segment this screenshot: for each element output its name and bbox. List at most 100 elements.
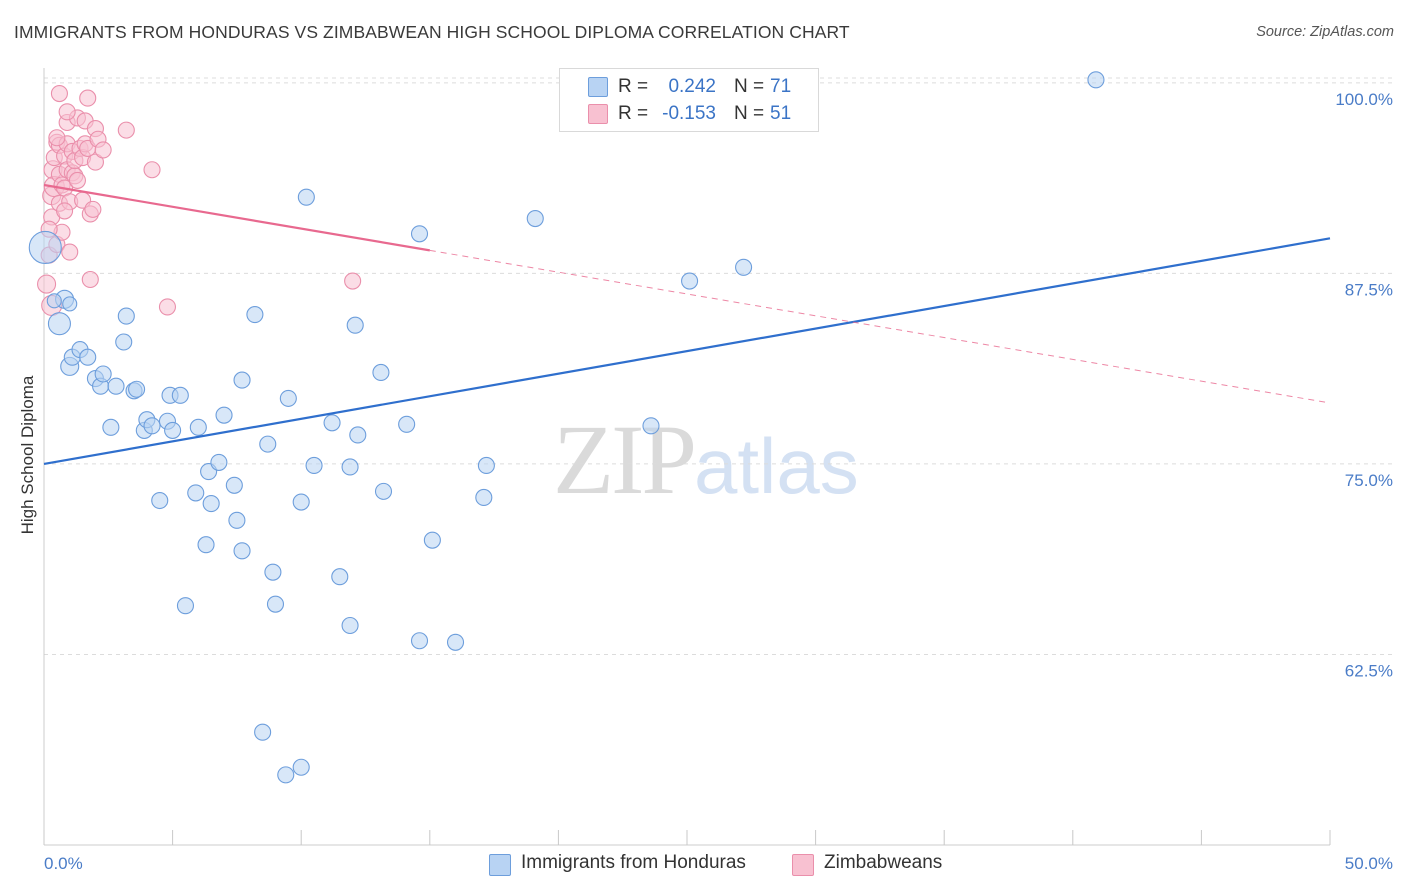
pink-swatch [588, 104, 608, 124]
honduras-point [254, 723, 272, 741]
zimbabwean-point [143, 161, 161, 179]
zimbabwean-point [158, 298, 177, 316]
honduras-point [171, 386, 189, 404]
y-tick-label: 62.5% [1345, 661, 1393, 680]
honduras-point [423, 531, 441, 549]
honduras-points [28, 69, 1105, 784]
honduras-point [446, 633, 465, 651]
legend-label: Zimbabweans [824, 852, 943, 873]
r-label: R = [618, 103, 649, 124]
trend-lines [43, 183, 1331, 466]
honduras-point [128, 380, 146, 398]
honduras-point [259, 435, 277, 453]
watermark-atlas: atlas [694, 422, 859, 510]
zimbabwean-point [117, 121, 135, 139]
honduras-point [526, 209, 544, 228]
blue-trend-line [43, 237, 1331, 466]
honduras-point [341, 616, 359, 635]
y-tick-label: 100.0% [1335, 90, 1393, 109]
honduras-point [341, 458, 359, 476]
honduras-point [47, 312, 71, 336]
honduras-point [475, 488, 493, 507]
watermark: ZIPatlas [553, 402, 859, 517]
honduras-point [735, 258, 753, 276]
grid-lines [44, 77, 1392, 655]
zimbabwean-point [68, 171, 86, 189]
honduras-point [143, 417, 161, 435]
honduras-point [233, 542, 251, 560]
zimbabwean-point [81, 270, 99, 289]
y-tick-label: 87.5% [1345, 280, 1393, 299]
honduras-point [202, 495, 220, 513]
honduras-point [264, 563, 282, 581]
pink-trend-line-dashed [429, 249, 1331, 404]
zimbabwean-point [48, 129, 66, 147]
honduras-point [28, 230, 62, 265]
honduras-point [228, 511, 246, 529]
n-value: 51 [770, 103, 792, 124]
honduras-point [164, 421, 182, 439]
honduras-point [107, 377, 125, 395]
honduras-point [410, 225, 429, 243]
r-label: R = [618, 76, 649, 97]
honduras-point [372, 363, 390, 382]
honduras-point [266, 595, 285, 613]
zimbabwean-point [61, 243, 79, 261]
chart-title: IMMIGRANTS FROM HONDURAS VS ZIMBABWEAN H… [14, 22, 850, 42]
honduras-point [246, 306, 264, 324]
zimbabwean-point [37, 274, 57, 294]
n-label: N = [734, 103, 765, 124]
zimbabwean-point [56, 202, 74, 220]
n-value: 71 [770, 76, 792, 97]
axes [43, 68, 1331, 846]
honduras-point [323, 414, 341, 432]
honduras-point [187, 484, 205, 502]
legend-row-honduras: R = 0.242 N = 71 [560, 74, 818, 101]
honduras-point [176, 597, 195, 615]
honduras-point [94, 365, 112, 383]
honduras-point [62, 296, 78, 312]
honduras-point [305, 456, 323, 475]
series-legend: Immigrants from Honduras Zimbabweans [0, 851, 1406, 879]
r-value: 0.242 [668, 76, 716, 97]
honduras-point [115, 333, 133, 351]
honduras-point [117, 307, 135, 325]
honduras-point [477, 456, 495, 475]
zimbabwean-point [50, 84, 68, 103]
n-label: N = [734, 76, 765, 97]
legend-row-zimbabweans: R = -0.153 N = 51 [560, 101, 818, 128]
honduras-point [331, 568, 349, 586]
honduras-point [292, 758, 310, 776]
zimbabwean-point [84, 200, 102, 218]
x-tick-label: 0.0% [44, 854, 83, 873]
honduras-point [642, 417, 660, 435]
source-label: Source: ZipAtlas.com [1256, 24, 1394, 40]
honduras-point [102, 418, 120, 436]
r-value: -0.153 [662, 103, 716, 124]
honduras-point [210, 453, 228, 471]
honduras-point [681, 272, 699, 290]
honduras-point [215, 406, 233, 424]
honduras-point [225, 476, 243, 494]
zimbabweans-points [37, 84, 362, 316]
legend-label: Immigrants from Honduras [521, 852, 746, 873]
honduras-point [297, 188, 315, 206]
honduras-point [346, 316, 364, 334]
honduras-point [349, 426, 367, 444]
honduras-point [1087, 71, 1105, 89]
tick-labels: 100.0% 87.5% 75.0% 62.5% 0.0% 50.0% [44, 90, 1393, 873]
honduras-point [374, 482, 393, 500]
x-tick-label: 50.0% [1345, 854, 1393, 873]
honduras-point [79, 348, 97, 366]
honduras-point [279, 389, 297, 407]
honduras-point [189, 418, 207, 436]
zimbabwean-point [79, 89, 97, 107]
honduras-point [46, 293, 62, 309]
honduras-point [233, 371, 251, 389]
blue-swatch [588, 77, 608, 97]
honduras-point [292, 493, 310, 511]
honduras-point [197, 536, 215, 554]
zimbabwean-point [58, 103, 76, 121]
y-axis-label: High School Diploma [18, 375, 37, 535]
